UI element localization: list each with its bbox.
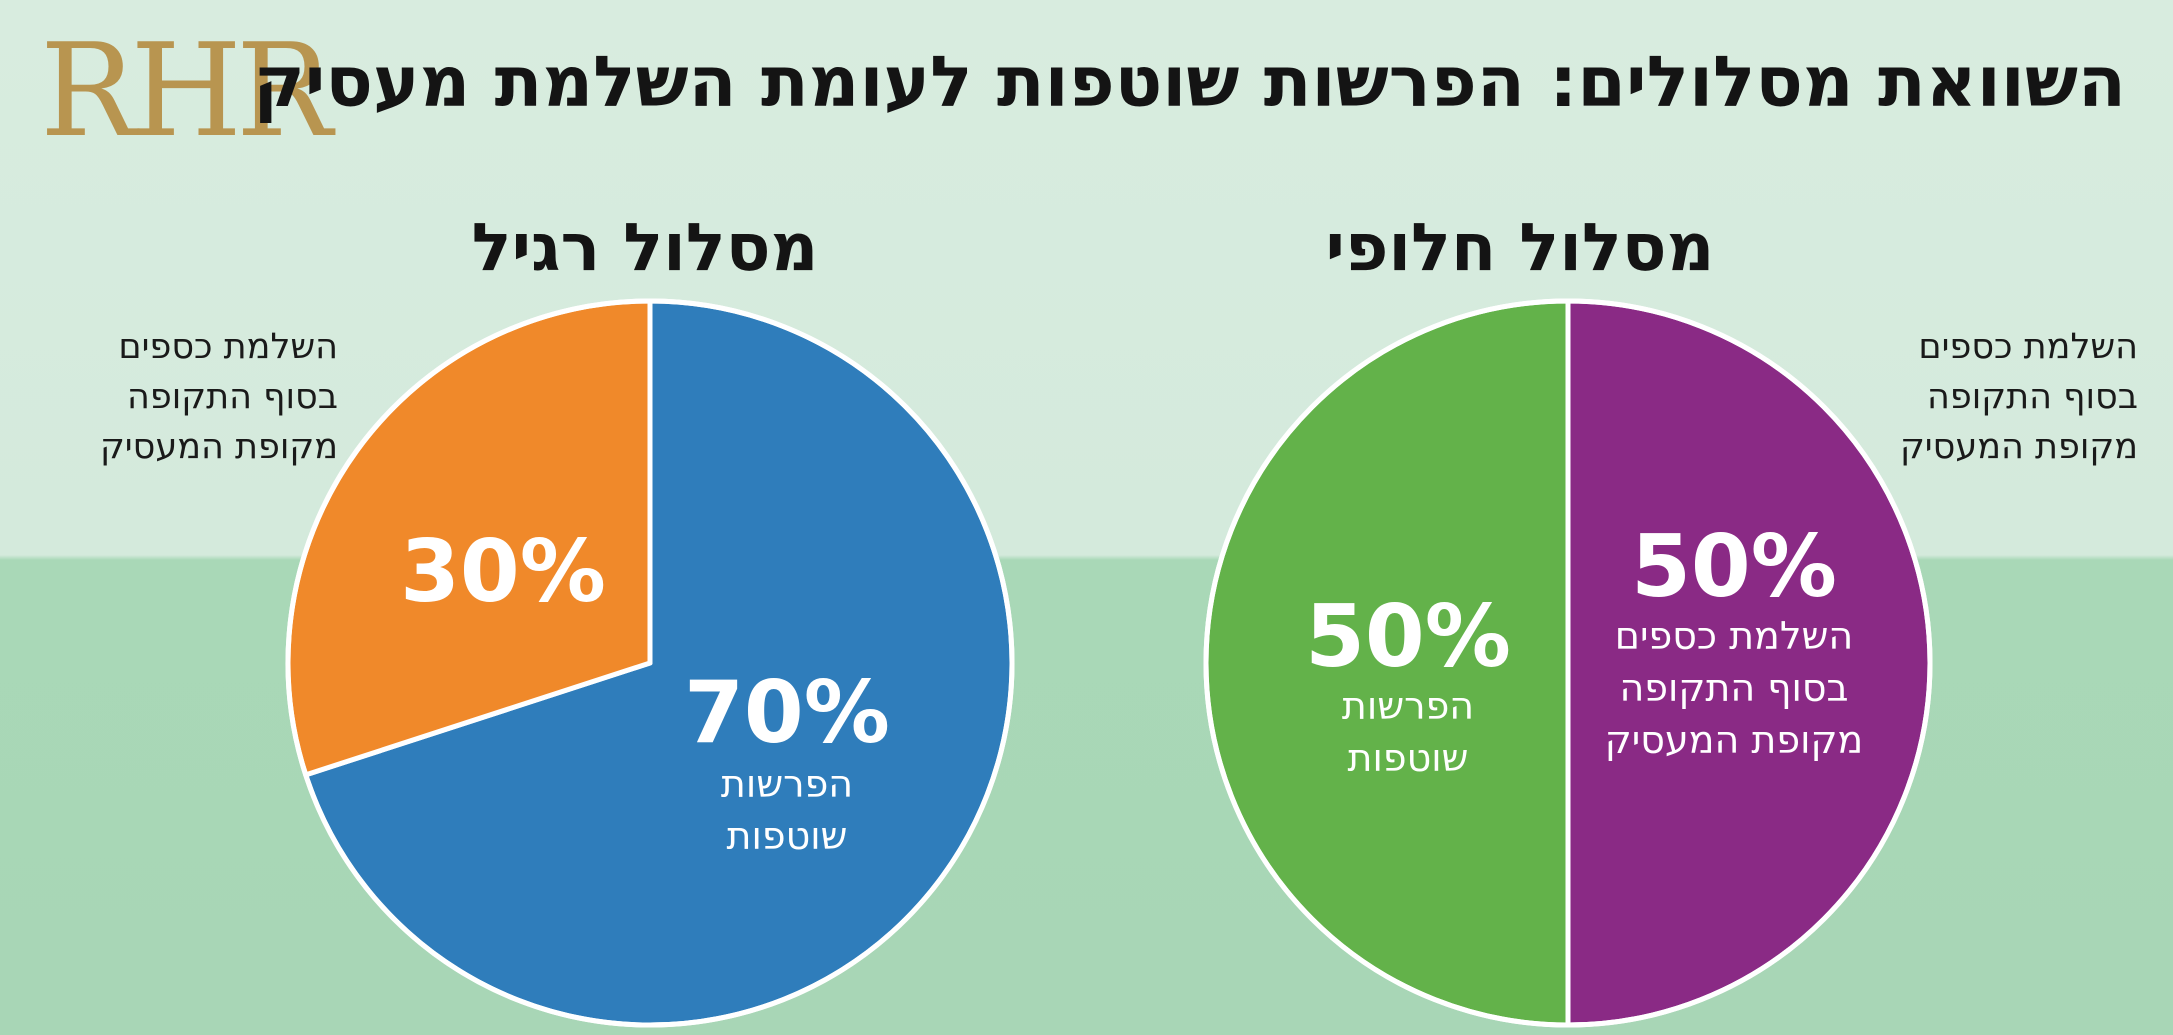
page-title: השוואת מסלולים: הפרשות שוטפות לעומת השלמ… (253, 41, 2126, 123)
slice-sublabel-line: בסוף התקופה (1619, 666, 1849, 710)
slice-label-alternative-contributions: 50% (1305, 587, 1511, 687)
chart-title-regular: מסלול רגיל (471, 209, 819, 286)
slice-label-regular-supplement: 30% (400, 522, 606, 622)
side-label-regular: השלמת כספים בסוף התקופה מקופת המעסיק (100, 322, 338, 472)
side-label-line: השלמת כספים (1918, 327, 2138, 367)
slice-sublabel-alternative-supplement: השלמת כספים בסוף התקופה מקופת המעסיק (1605, 610, 1863, 766)
slice-sublabel-alternative-contributions: הפרשות שוטפות (1342, 680, 1474, 784)
slice-sublabel-line: שוטפות (1347, 736, 1469, 780)
pie-outline-0 (285, 298, 1015, 1028)
rhr-logo: RHR (40, 17, 332, 166)
side-label-line: בסוף התקופה (1927, 377, 2138, 417)
pie-alternative (1203, 298, 1933, 1028)
pie-outline-1 (1203, 298, 1933, 1028)
pie-regular (285, 298, 1015, 1028)
slice-label-alternative-supplement: 50% (1631, 517, 1837, 617)
slice-sublabel-line: מקופת המעסיק (1604, 718, 1864, 762)
side-label-line: בסוף התקופה (127, 377, 338, 417)
slice-sublabel-line: השלמת כספים (1614, 614, 1854, 658)
slice-sublabel-line: הפרשות (720, 762, 854, 806)
slice-sublabel-line: שוטפות (726, 814, 848, 858)
slice-label-regular-contributions: 70% (684, 663, 890, 763)
slice-sublabel-line: הפרשות (1341, 684, 1475, 728)
side-label-line: מקופת המעסיק (1899, 427, 2138, 467)
chart-title-alternative: מסלול חלופי (1325, 209, 1715, 286)
side-label-line: מקופת המעסיק (99, 427, 338, 467)
side-label-alternative: השלמת כספים בסוף התקופה מקופת המעסיק (1900, 322, 2138, 472)
side-label-line: השלמת כספים (118, 327, 338, 367)
slice-sublabel-regular-contributions: הפרשות שוטפות (721, 758, 853, 862)
